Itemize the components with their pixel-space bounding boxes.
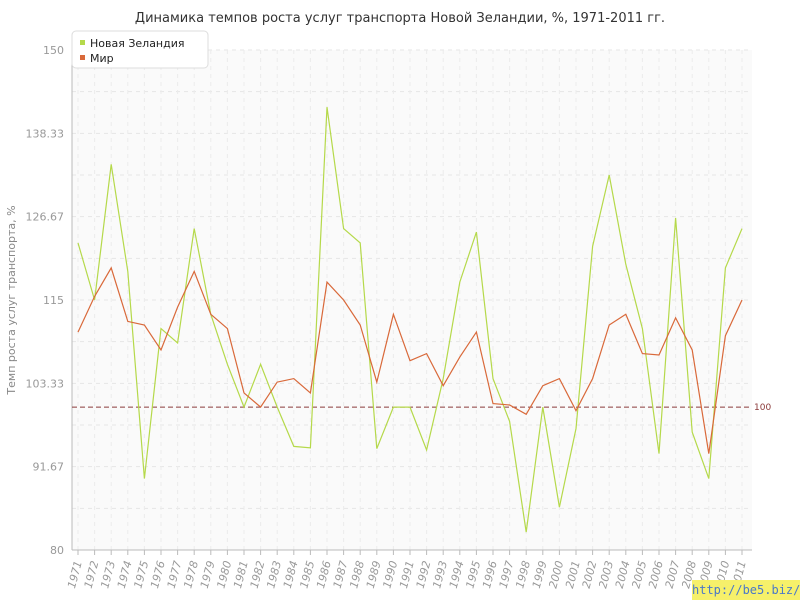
- chart-title: Динамика темпов роста услуг транспорта Н…: [135, 11, 665, 26]
- series-line-nz: [77, 107, 743, 533]
- reference-line-label: 100: [754, 403, 771, 413]
- y-axis-label: Темп роста услуг транспорта, %: [5, 205, 18, 395]
- y-tick-label: 80: [50, 544, 64, 557]
- legend-marker-nz: [80, 40, 85, 45]
- y-tick-label: 91.67: [33, 461, 65, 474]
- y-tick-label: 126.67: [26, 211, 65, 224]
- y-tick-labels: 80 91.67 103.33 115 126.67 138.33 150: [26, 44, 65, 557]
- legend-label-world: Мир: [90, 52, 114, 65]
- legend: Новая Зеландия Мир: [71, 30, 209, 69]
- watermark-link[interactable]: http://be5.biz/: [692, 580, 800, 600]
- y-gridlines: [72, 49, 752, 509]
- legend-label-nz: Новая Зеландия: [90, 37, 185, 50]
- y-tick-label: 138.33: [26, 127, 65, 140]
- reference-line-group: 100: [72, 403, 771, 413]
- y-tick-label: 115: [43, 294, 64, 307]
- legend-marker-world: [80, 55, 85, 60]
- legend-box: [71, 30, 209, 69]
- series-line-world: [77, 266, 743, 454]
- y-tick-label: 103.33: [26, 377, 65, 390]
- series-lines: [77, 107, 743, 533]
- y-tick-label: 150: [43, 44, 64, 57]
- x-tick-labels: 1971197219731974197519761977197819791980…: [65, 559, 749, 589]
